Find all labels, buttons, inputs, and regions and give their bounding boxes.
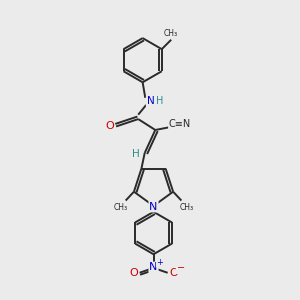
Text: N: N	[149, 202, 158, 212]
Text: C≡N: C≡N	[169, 119, 191, 129]
Text: −: −	[177, 263, 185, 273]
Text: +: +	[157, 258, 164, 267]
Text: CH₃: CH₃	[164, 29, 178, 38]
Text: N: N	[149, 262, 158, 272]
Text: N: N	[147, 96, 154, 106]
Text: H: H	[132, 148, 140, 158]
Text: O: O	[170, 268, 178, 278]
Text: CH₃: CH₃	[113, 202, 128, 211]
Text: O: O	[105, 122, 114, 131]
Text: CH₃: CH₃	[180, 202, 194, 211]
Text: H: H	[156, 96, 164, 106]
Text: O: O	[130, 268, 139, 278]
